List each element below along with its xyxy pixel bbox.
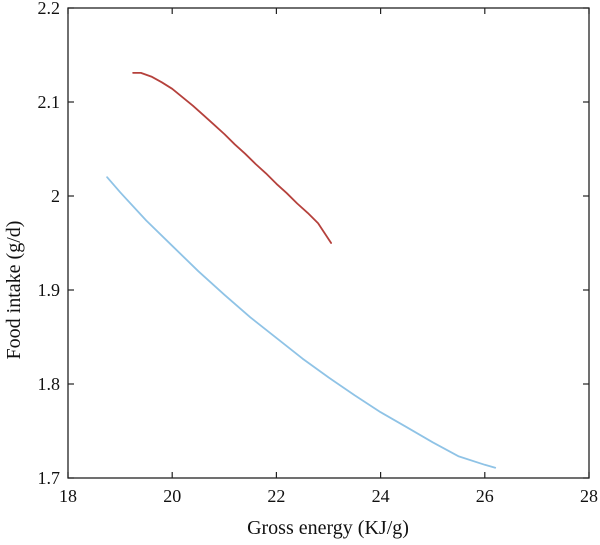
- tick-labels: 18 20 22 24 26 28 1.7 1.8 1.9 2 2.1 2.2: [38, 0, 599, 506]
- x-tick-label: 28: [580, 486, 598, 506]
- series-line-1: [132, 72, 332, 244]
- plot-border: [67, 7, 590, 479]
- y-axis-title: Food intake (g/d): [3, 221, 25, 360]
- y-tick-label: 2.2: [38, 0, 61, 18]
- y-tick-label: 2: [51, 186, 60, 206]
- x-tick-label: 26: [476, 486, 494, 506]
- x-tick-label: 22: [267, 486, 285, 506]
- y-tick-label: 1.7: [38, 468, 61, 488]
- y-tick-label: 2.1: [38, 92, 61, 112]
- plot-area: [67, 7, 590, 479]
- x-tick-label: 20: [163, 486, 181, 506]
- axis-ticks: [67, 7, 590, 479]
- x-axis-title: Gross energy (KJ/g): [247, 517, 409, 539]
- series-line-2: [106, 176, 497, 469]
- y-tick-label: 1.8: [38, 374, 61, 394]
- x-tick-label: 18: [59, 486, 77, 506]
- y-tick-label: 1.9: [38, 280, 61, 300]
- x-tick-label: 24: [372, 486, 390, 506]
- series-lines: [106, 72, 497, 469]
